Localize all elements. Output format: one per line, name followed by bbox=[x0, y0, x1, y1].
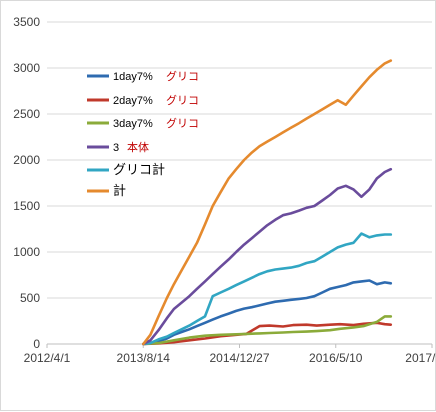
legend-label-suffix: グリコ bbox=[166, 116, 199, 130]
y-tick-label: 0 bbox=[33, 337, 40, 351]
legend-label: 2day7% bbox=[113, 95, 153, 107]
legend-label: 3day7% bbox=[113, 118, 153, 130]
x-tick-label: 2016/5/10 bbox=[309, 351, 363, 365]
y-tick-label: 3000 bbox=[13, 61, 40, 75]
series-line-6 bbox=[142, 59, 393, 346]
y-tick-label: 500 bbox=[20, 291, 40, 305]
legend-label-suffix: グリコ bbox=[166, 69, 199, 83]
legend-label: 1day7% bbox=[113, 71, 153, 83]
x-axis-tick-labels: 2012/4/1 2013/8/14 2014/12/27 2016/5/10 2017… bbox=[24, 344, 436, 365]
x-tick-label: 2017/9/22 bbox=[405, 351, 436, 365]
y-tick-label: 3500 bbox=[13, 15, 40, 29]
legend-label: 3 bbox=[113, 142, 119, 154]
gridlines bbox=[47, 21, 432, 345]
series-line-1 bbox=[142, 279, 393, 346]
x-tick-label: 2012/4/1 bbox=[24, 351, 71, 365]
series-line-3 bbox=[142, 315, 393, 346]
y-tick-label: 1500 bbox=[13, 199, 40, 213]
y-tick-label: 1000 bbox=[13, 245, 40, 259]
series-lines bbox=[142, 59, 393, 346]
legend-label-suffix: 本体 bbox=[127, 140, 149, 154]
legend-label: 計 bbox=[113, 183, 126, 198]
legend-label-suffix: グリコ bbox=[166, 93, 199, 107]
x-tick-label: 2014/12/27 bbox=[209, 351, 269, 365]
series-line-5 bbox=[142, 232, 393, 346]
y-tick-label: 2000 bbox=[13, 153, 40, 167]
y-axis-tick-labels: 0 500 1000 1500 2000 2500 3000 3500 bbox=[13, 15, 40, 351]
x-tick-label: 2013/8/14 bbox=[117, 351, 171, 365]
legend-label: グリコ計 bbox=[113, 162, 165, 177]
series-line-4 bbox=[142, 167, 393, 346]
series-line-2 bbox=[142, 321, 393, 346]
y-tick-label: 2500 bbox=[13, 107, 40, 121]
